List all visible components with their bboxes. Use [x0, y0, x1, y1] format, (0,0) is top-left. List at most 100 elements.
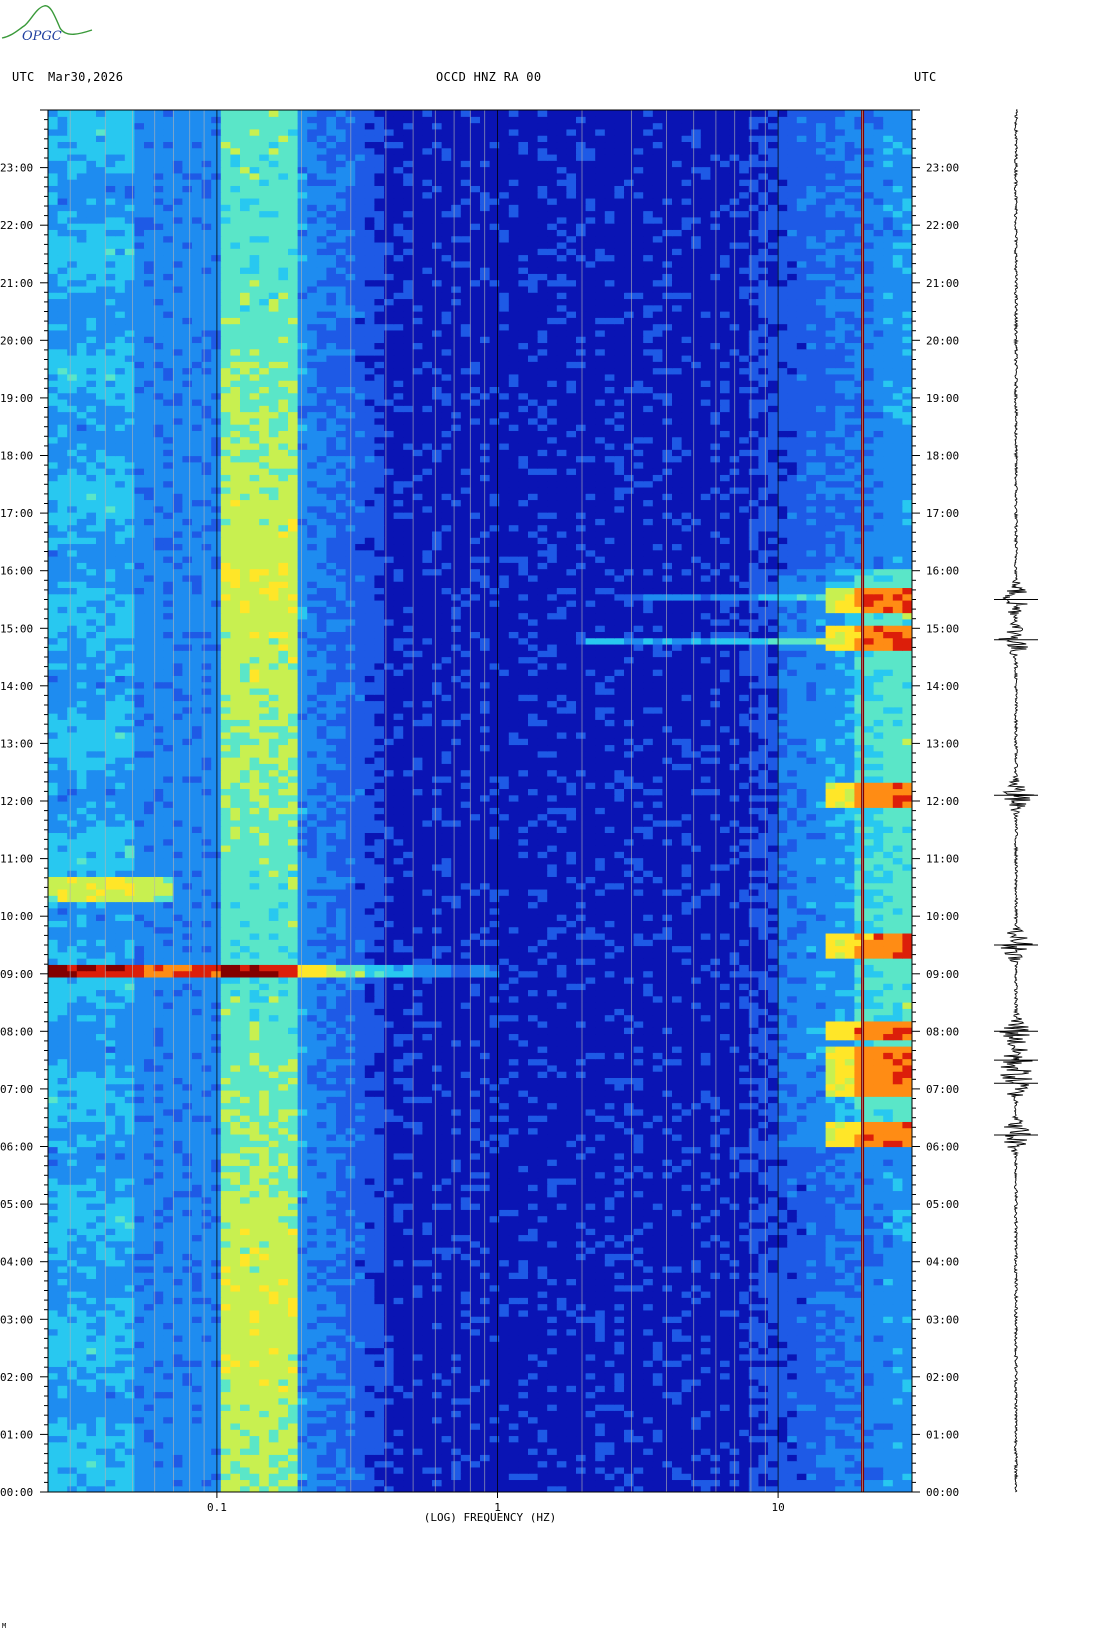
- heatmap-cell: [249, 1278, 260, 1286]
- heatmap-cell: [614, 1435, 625, 1443]
- heatmap-cell: [220, 1360, 231, 1367]
- heatmap-cell: [153, 1140, 164, 1148]
- heatmap-cell: [892, 1360, 903, 1367]
- heatmap-cell: [393, 1278, 404, 1286]
- heatmap-cell: [220, 1322, 231, 1330]
- heatmap-cell: [153, 1360, 164, 1367]
- heatmap-cell: [57, 1284, 68, 1292]
- heatmap-cell: [86, 1422, 97, 1430]
- heatmap-cell: [374, 1190, 385, 1198]
- heatmap-cell: [220, 1253, 231, 1261]
- heatmap-cell: [384, 1410, 395, 1418]
- heatmap-cell: [422, 1429, 433, 1437]
- heatmap-cell: [134, 1479, 145, 1487]
- heatmap-cell: [787, 1473, 798, 1481]
- heatmap-cell: [403, 1272, 414, 1280]
- heatmap-cell: [806, 1247, 817, 1254]
- heatmap-cell: [720, 1278, 731, 1286]
- heatmap-cell: [681, 1228, 692, 1236]
- heatmap-cell: [451, 1265, 462, 1273]
- heatmap-cell: [835, 1290, 846, 1298]
- heatmap-cell: [662, 1473, 673, 1481]
- heatmap-cell: [249, 1385, 260, 1393]
- heatmap-cell: [240, 1228, 251, 1236]
- heatmap-cell: [364, 1309, 375, 1317]
- heatmap-cell: [518, 1196, 529, 1204]
- heatmap-cell: [652, 1203, 663, 1210]
- heatmap-cell: [748, 1184, 759, 1192]
- heatmap-cell: [249, 1309, 260, 1317]
- heatmap-cell: [835, 1284, 846, 1292]
- heatmap-cell: [230, 1448, 241, 1455]
- heatmap-cell: [585, 1347, 596, 1355]
- heatmap-cell: [835, 1372, 846, 1380]
- heatmap-cell: [172, 1473, 183, 1481]
- heatmap-cell: [624, 1253, 635, 1261]
- heatmap-cell: [182, 1485, 193, 1492]
- heatmap-cell: [643, 1221, 654, 1229]
- heatmap-cell: [614, 1146, 625, 1154]
- heatmap-cell: [585, 1159, 596, 1166]
- heatmap-cell: [432, 1422, 443, 1430]
- heatmap-cell: [768, 1441, 779, 1449]
- heatmap-cell: [412, 1448, 423, 1455]
- heatmap-cell: [681, 1259, 692, 1267]
- heatmap-cell: [134, 1303, 145, 1311]
- heatmap-cell: [854, 1309, 865, 1317]
- heatmap-cell: [777, 1316, 788, 1323]
- heatmap-cell: [67, 1404, 78, 1411]
- heatmap-cell: [739, 1410, 750, 1418]
- heatmap-cell: [604, 1165, 615, 1173]
- heatmap-cell: [566, 1215, 577, 1223]
- heatmap-cell: [192, 1454, 203, 1462]
- heatmap-cell: [681, 1209, 692, 1217]
- heatmap-cell: [508, 1316, 519, 1323]
- heatmap-cell: [240, 1316, 251, 1323]
- heatmap-cell: [662, 1209, 673, 1217]
- heatmap-cell: [86, 1441, 97, 1449]
- heatmap-cell: [796, 1422, 807, 1430]
- heatmap-cell: [259, 1416, 270, 1424]
- heatmap-cell: [364, 1416, 375, 1424]
- heatmap-cell: [528, 1152, 539, 1160]
- heatmap-cell: [902, 1473, 912, 1481]
- heatmap-cell: [240, 1372, 251, 1380]
- heatmap-cell: [316, 1247, 327, 1254]
- heatmap-cell: [518, 1284, 529, 1292]
- heatmap-cell: [518, 1435, 529, 1443]
- heatmap-cell: [172, 1152, 183, 1160]
- heatmap-cell: [883, 1146, 894, 1154]
- heatmap-cell: [556, 1284, 567, 1292]
- heatmap-cell: [614, 1410, 625, 1418]
- heatmap-cell: [796, 1353, 807, 1361]
- heatmap-cell: [518, 1152, 529, 1160]
- heatmap-cell: [652, 1404, 663, 1411]
- heatmap-cell: [278, 1391, 289, 1399]
- heatmap-cell: [240, 1448, 251, 1455]
- heatmap-cell: [451, 1309, 462, 1317]
- heatmap-cell: [115, 1473, 126, 1481]
- heatmap-cell: [566, 1278, 577, 1286]
- heatmap-cell: [460, 1454, 471, 1462]
- heatmap-cell: [777, 1215, 788, 1223]
- heatmap-cell: [278, 1240, 289, 1248]
- heatmap-cell: [691, 1435, 702, 1443]
- heatmap-cell: [67, 1473, 78, 1481]
- heatmap-cell: [67, 1240, 78, 1248]
- heatmap-cell: [259, 1473, 270, 1481]
- heatmap-cell: [844, 1385, 855, 1393]
- heatmap-cell: [873, 1165, 884, 1173]
- heatmap-cell: [230, 1479, 241, 1487]
- heatmap-cell: [816, 1152, 827, 1160]
- heatmap-cell: [211, 1485, 222, 1492]
- heatmap-cell: [422, 1328, 433, 1336]
- heatmap-cell: [892, 1228, 903, 1236]
- heatmap-cell: [547, 1184, 558, 1192]
- heatmap-cell: [595, 1152, 606, 1160]
- heatmap-cell: [86, 1391, 97, 1399]
- heatmap-cell: [547, 1177, 558, 1185]
- heatmap-cell: [192, 1341, 203, 1349]
- heatmap-cell: [268, 1435, 279, 1443]
- heatmap-cell: [201, 1341, 212, 1349]
- heatmap-cell: [355, 1441, 366, 1449]
